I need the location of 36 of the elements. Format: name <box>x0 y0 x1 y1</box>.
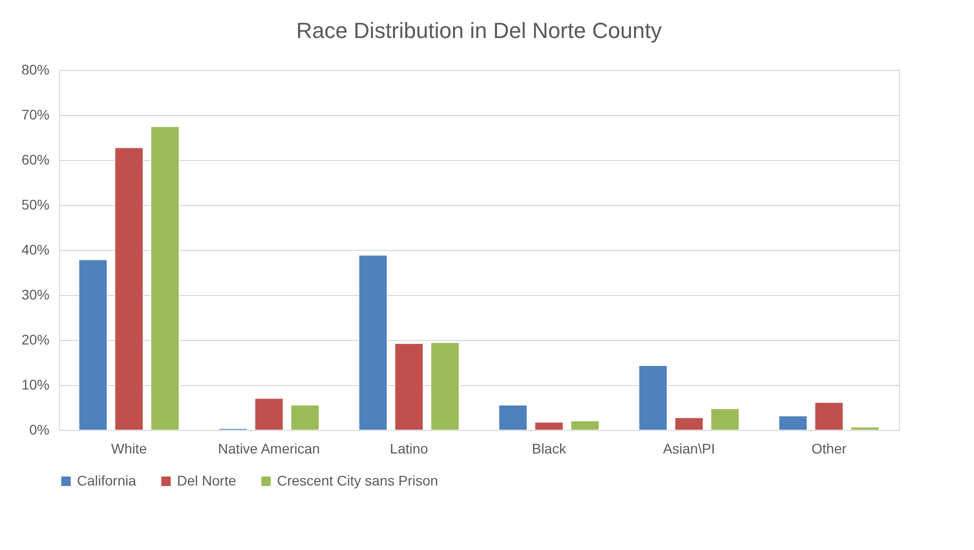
x-tick-label: Latino <box>390 440 428 456</box>
bar <box>150 126 180 430</box>
bar <box>290 405 320 430</box>
y-tick-label: 70% <box>21 106 50 122</box>
y-tick-label: 50% <box>21 196 50 212</box>
legend-label: Crescent City sans Prison <box>277 472 438 488</box>
bar <box>638 365 668 430</box>
x-tick-label: Asian\PI <box>662 440 716 456</box>
x-tick-label: Black <box>532 440 568 456</box>
y-tick-label: 60% <box>21 152 50 168</box>
bar <box>358 255 388 430</box>
y-tick-label: 30% <box>21 286 50 302</box>
bar <box>394 343 424 430</box>
legend-label: California <box>77 472 136 488</box>
bar <box>114 148 144 430</box>
bar <box>814 402 844 430</box>
bar <box>710 408 740 430</box>
bar <box>570 420 600 430</box>
bar <box>254 398 284 430</box>
bar <box>430 342 460 430</box>
y-tick-label: 20% <box>21 332 50 348</box>
y-tick-label: 0% <box>29 422 50 438</box>
x-tick-label: Native American <box>218 440 320 456</box>
bar <box>850 427 880 430</box>
y-tick-label: 40% <box>21 242 50 258</box>
bar <box>778 416 808 430</box>
x-tick-label: Other <box>811 440 847 456</box>
legend-label: Del Norte <box>177 472 236 488</box>
x-tick-label: White <box>111 440 148 456</box>
bar <box>78 260 108 430</box>
y-tick-label: 80% <box>21 62 50 78</box>
bar <box>498 405 528 430</box>
chart-title: Race Distribution in Del Norte County <box>296 18 662 43</box>
bar <box>534 422 564 430</box>
bar <box>674 418 704 430</box>
y-tick-label: 10% <box>21 376 50 392</box>
